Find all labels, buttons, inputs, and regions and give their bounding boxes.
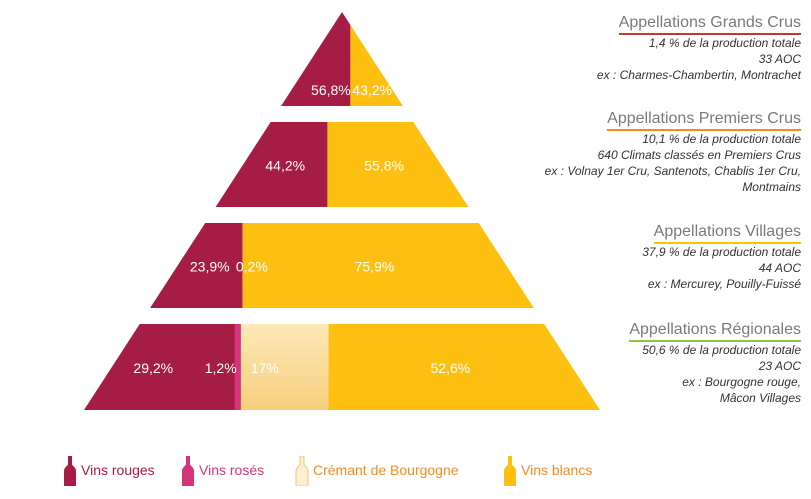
rose-wine-bottle-icon [182,456,194,486]
tier-title: Appellations Villages [653,223,801,244]
segment-vins-blancs-tier-3 [242,223,535,308]
data-label-vins-roses-tier-3: 0,2% [236,259,268,275]
tier-detail-line: Mâcon Villages [719,391,801,405]
tier-detail-line: 640 Climats classés en Premiers Crus [597,148,801,162]
tier-detail-line: 44 AOC [758,261,801,275]
tier-info-1: Appellations Grands Crus 1,4 % de la prod… [597,14,801,83]
tier-detail-line: 23 AOC [758,359,801,373]
chart-legend: Vins rouges Vins rosés Crémant de Bourgogn… [62,456,802,486]
tier-detail-line: ex : Mercurey, Pouilly-Fuissé [647,277,801,291]
white-wine-bottle-icon [504,456,516,486]
legend-label: Vins blancs [521,462,593,478]
tier-detail-line: 10,1 % de la production totale [642,132,801,146]
tier-detail-line: 33 AOC [758,52,801,66]
segment-vins-roses-tier-3 [241,223,244,308]
tier-detail-line: 37,9 % de la production totale [642,245,801,259]
data-label-vins-blancs-tier-2: 55,8% [364,158,404,174]
data-label-vins-rouges-tier-4: 29,2% [133,360,173,376]
red-wine-bottle-icon [64,456,76,486]
tier-info-2: Appellations Premiers Crus 10,1 % de la p… [545,110,801,195]
legend-label: Vins rosés [199,462,265,478]
segment-vins-roses-tier-4 [234,324,242,410]
data-label-vins-rouges-tier-3: 23,9% [190,259,230,275]
tier-detail-line: ex : Volnay 1er Cru, Santenots, Chablis … [544,164,801,178]
tier-title: Appellations Grands Crus [618,14,801,35]
data-label-vins-blancs-tier-1: 43,2% [352,82,392,98]
tier-title: Appellations Régionales [629,321,801,342]
data-label-vins-rouges-tier-1: 56,8% [311,82,351,98]
tier-info-3: Appellations Villages 37,9 % de la produc… [642,223,801,292]
legend-label: Crémant de Bourgogne [313,462,459,478]
cremant-bottle-icon [295,456,309,486]
tier-detail-line: ex : Bourgogne rouge, [682,375,801,389]
data-label-vins-roses-tier-4: 1,2% [205,360,237,376]
tier-info-4: Appellations Régionales 50,6 % de la prod… [629,321,801,406]
data-label-cremant-tier-4: 17% [251,360,279,376]
tier-detail-line: 1,4 % de la production totale [648,36,801,50]
tier-detail-line: 50,6 % de la production totale [642,343,801,357]
segment-cremant-tier-4 [240,324,330,410]
tier-title: Appellations Premiers Crus [607,110,801,131]
legend-label: Vins rouges [81,462,155,478]
tier-detail-line: ex : Charmes-Chambertin, Montrachet [596,68,801,82]
data-label-vins-rouges-tier-2: 44,2% [265,158,305,174]
data-label-vins-blancs-tier-3: 75,9% [355,259,395,275]
tier-detail-line: Montmains [742,180,801,194]
data-label-vins-blancs-tier-4: 52,6% [431,360,471,376]
